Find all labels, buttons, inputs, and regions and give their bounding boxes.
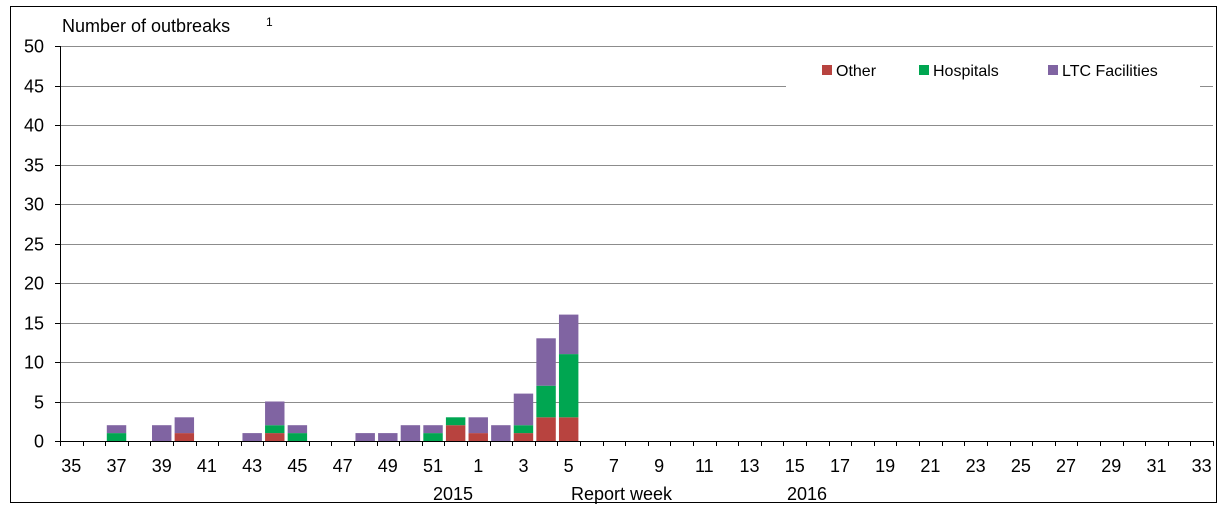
- bar-segment: [558, 314, 579, 355]
- bar-segment: [536, 385, 556, 418]
- x-tick-label: 15: [785, 456, 805, 476]
- x-tick-label: 27: [1056, 456, 1076, 476]
- x-tick-label: 51: [423, 456, 443, 476]
- x-tick-label: 47: [333, 456, 353, 476]
- bar-segment: [174, 433, 195, 441]
- bar-segment: [423, 425, 443, 434]
- x-tick-label: 3: [518, 456, 528, 476]
- x-tick-label: 9: [654, 456, 664, 476]
- bar-segment: [468, 433, 488, 441]
- bar-segment: [468, 417, 488, 434]
- legend: Other Hospitals LTC Facilities: [786, 54, 1200, 87]
- y-tick-label: 25: [24, 235, 44, 255]
- x-tick-label: 37: [107, 456, 127, 476]
- x-tick-label: 25: [1011, 456, 1031, 476]
- y-tick-label: 35: [24, 156, 44, 176]
- chart-title: Number of outbreaks: [62, 16, 230, 36]
- x-tick-label: 19: [875, 456, 895, 476]
- bar-segment: [445, 425, 466, 441]
- x-tick-label: 49: [378, 456, 398, 476]
- bar-segment: [106, 433, 127, 441]
- y-tick-label: 50: [24, 37, 44, 57]
- bar-segment: [265, 425, 285, 434]
- bar-segment: [400, 425, 421, 441]
- bar-segment: [106, 425, 127, 434]
- bar-segment: [287, 433, 308, 441]
- y-tick-label: 40: [24, 116, 44, 136]
- bar-segment: [536, 417, 556, 441]
- y-tick-label: 20: [24, 274, 44, 294]
- bar-segment: [536, 338, 556, 386]
- bar-segment: [491, 425, 511, 441]
- x-tick-label: 21: [920, 456, 940, 476]
- chart-title-superscript: 1: [266, 15, 273, 29]
- legend-swatch: [1048, 65, 1058, 75]
- y-tick-label: 30: [24, 195, 44, 215]
- legend-swatch: [919, 65, 929, 75]
- bar-segment: [152, 425, 172, 441]
- x-axis-label: Report week: [571, 484, 673, 504]
- x-tick-label: 7: [609, 456, 619, 476]
- x-tick-label: 33: [1192, 456, 1212, 476]
- bar-segment: [265, 401, 285, 426]
- year-label-2015: 2015: [433, 484, 473, 504]
- bar-segment: [513, 433, 534, 441]
- legend-label: LTC Facilities: [1062, 63, 1158, 80]
- bar-segment: [558, 354, 579, 418]
- y-tick-labels: 0 5 10 15 20 25 30 35 40 45 50: [24, 37, 44, 452]
- y-tick-label: 10: [24, 353, 44, 373]
- legend-label: Other: [836, 63, 877, 80]
- x-tick-label: 35: [61, 456, 81, 476]
- bar-segment: [558, 417, 579, 441]
- bar-segment: [378, 433, 398, 441]
- x-tick-label: 13: [740, 456, 760, 476]
- x-tick-label: 29: [1101, 456, 1121, 476]
- y-tick-label: 45: [24, 77, 44, 97]
- x-tick-label: 41: [197, 456, 217, 476]
- y-tick-label: 15: [24, 314, 44, 334]
- x-tick-label: 5: [564, 456, 574, 476]
- bar-group: [106, 314, 579, 441]
- bar-segment: [287, 425, 308, 434]
- x-tick-label: 23: [966, 456, 986, 476]
- gridlines: [55, 46, 1213, 442]
- bar-segment: [355, 433, 375, 441]
- bar-segment: [513, 393, 534, 426]
- chart-frame: [10, 6, 1217, 503]
- bar-segment: [242, 433, 262, 441]
- x-tick-label: 17: [830, 456, 850, 476]
- x-tick-label: 45: [287, 456, 307, 476]
- axes: [60, 46, 1214, 446]
- legend-label: Hospitals: [933, 63, 999, 80]
- x-tick-label: 11: [695, 456, 714, 476]
- bar-segment: [445, 417, 466, 426]
- x-tick-label: 39: [152, 456, 172, 476]
- legend-swatch: [822, 65, 832, 75]
- year-label-2016: 2016: [787, 484, 827, 504]
- x-tick-labels: 35 37 39 41 43 45 47 49 51 1 3 5 7 9 11 13 15 17 19 21 23 25 2…: [61, 456, 1211, 476]
- bar-segment: [174, 417, 195, 434]
- bar-segment: [513, 425, 534, 434]
- bar-segment: [423, 433, 443, 441]
- x-tick-label: 43: [242, 456, 262, 476]
- x-tick-label: 31: [1146, 456, 1166, 476]
- bar-segment: [265, 433, 285, 441]
- x-tick-label: 1: [473, 456, 483, 476]
- y-tick-label: 0: [34, 432, 44, 452]
- y-tick-label: 5: [34, 393, 44, 413]
- legend-background: [786, 54, 1200, 87]
